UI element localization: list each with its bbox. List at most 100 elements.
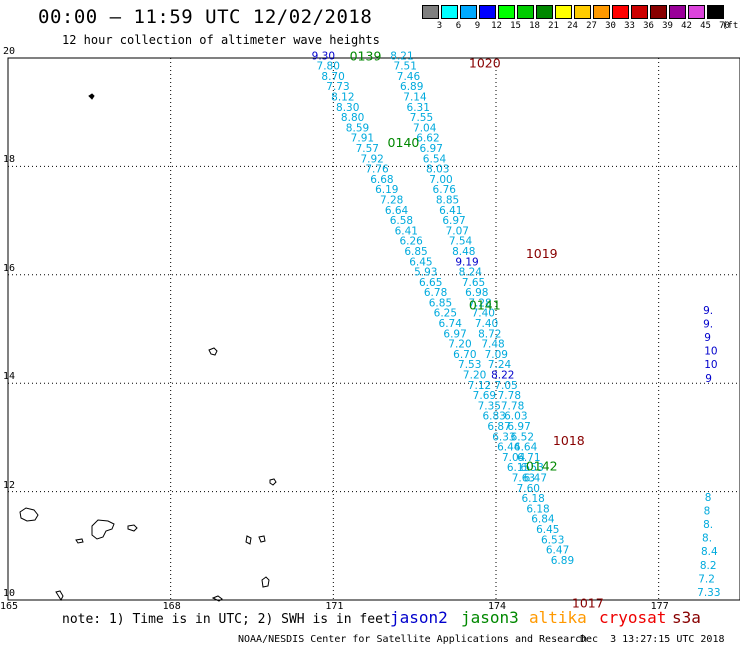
wave-height-value: 6.52	[511, 431, 534, 443]
wave-height-value: 6.18	[526, 503, 549, 515]
island	[75, 538, 84, 544]
legend-label: 70	[719, 21, 730, 31]
legend-label: 27	[586, 21, 597, 31]
wave-height-value: 6.64	[385, 205, 409, 217]
wave-height-value: 6.53	[520, 462, 543, 474]
pass-number-label: 0141	[469, 298, 501, 313]
wave-height-value: 5.93	[414, 267, 437, 279]
legend-swatch	[460, 5, 477, 19]
wave-height-value: 6.18	[521, 493, 544, 505]
wave-height-value: 7.92	[360, 153, 383, 165]
wave-height-value: 8	[704, 506, 711, 518]
legend-swatch	[612, 5, 629, 19]
wave-height-value: 6.31	[407, 102, 430, 114]
wave-height-value: 7.33	[697, 587, 720, 599]
wave-height-value: 7.69	[473, 390, 496, 402]
pass-labels: 0139 1020 0140 1019 0141 1018 0142 1017	[350, 48, 604, 610]
wave-height-value: 6.62	[416, 133, 439, 145]
wave-height-value: 8.12	[331, 91, 354, 103]
wave-height-value: 8.85	[436, 194, 459, 206]
wave-height-value: 7.53	[458, 359, 481, 371]
wave-height-value: 6.74	[439, 318, 463, 330]
wave-height-value: 8.70	[321, 71, 344, 83]
legend-swatch	[441, 5, 458, 19]
wave-height-value: 7.51	[394, 61, 417, 73]
wave-height-value: 7.05	[494, 380, 517, 392]
legend-label: 9	[474, 21, 481, 31]
wave-height-value: 8.22	[491, 370, 514, 382]
wave-height-value: 7.60	[517, 483, 540, 495]
legend-swatch	[536, 5, 553, 19]
wave-height-value: 6.85	[429, 297, 452, 309]
pass-number-label: 0139	[350, 48, 382, 63]
wave-height-value: 6.70	[453, 349, 476, 361]
wave-height-value: 6.76	[433, 184, 457, 196]
wave-height-value: 7.20	[463, 370, 486, 382]
satellite-name-jason3: jason3	[461, 608, 519, 627]
wave-height-value: 6.89	[400, 81, 423, 93]
satellite-name-altika: altika	[529, 608, 587, 627]
wave-height-value: 6.41	[439, 205, 462, 217]
wave-height-value: 8	[705, 492, 712, 504]
wave-height-value: 6.25	[434, 308, 457, 320]
legend-label: 39	[662, 21, 673, 31]
wave-height-value: 7.73	[326, 81, 349, 93]
satellite-name-jason2: jason2	[390, 608, 448, 627]
wave-height-value: 6.97	[420, 143, 443, 155]
wave-height-value: 7.78	[501, 400, 524, 412]
island	[258, 535, 266, 543]
wave-height-value: 6.68	[370, 174, 393, 186]
wave-height-value: 6.26	[399, 236, 423, 248]
wave-height-value: 7.07	[446, 225, 469, 237]
legend-label: 6	[455, 21, 462, 31]
wave-height-value: 7.54	[449, 236, 473, 248]
lon-tick-label: 171	[325, 601, 344, 612]
pass-number-label: 1020	[469, 55, 501, 70]
island	[55, 590, 64, 602]
lon-tick-label: 165	[0, 601, 19, 612]
legend-label: 33	[624, 21, 635, 31]
wave-height-value: 7.80	[317, 61, 340, 73]
island	[127, 524, 138, 532]
generated-timestamp: Dec 3 13:27:15 UTC 2018	[580, 634, 725, 645]
wave-height-value: 6.78	[424, 287, 447, 299]
pass-number-label: 0142	[526, 459, 558, 474]
legend-label: 24	[567, 21, 578, 31]
legend-label: 3	[436, 21, 443, 31]
wave-height-value: 7.57	[356, 143, 379, 155]
wave-height-value: 6.97	[442, 215, 465, 227]
wave-height-value: 6.97	[443, 328, 466, 340]
lat-tick-label: 12	[3, 479, 16, 491]
lon-tick-label: 174	[488, 601, 507, 612]
wave-height-value: 10	[704, 346, 717, 358]
wave-height-value: 8.30	[336, 102, 359, 114]
legend-swatch	[631, 5, 648, 19]
wave-height-value: 6.19	[375, 184, 398, 196]
legend-swatch	[422, 5, 439, 19]
wave-height-value: 8.72	[478, 328, 501, 340]
wave-height-value: 8.24	[459, 267, 483, 279]
page-title: 00:00 – 11:59 UTC 12/02/2018	[38, 6, 373, 28]
wave-height-value: 8.21	[390, 50, 413, 62]
island	[269, 478, 277, 486]
pass-number-label: 1018	[553, 433, 585, 448]
page-subtitle: 12 hour collection of altimeter wave hei…	[62, 33, 380, 47]
wave-height-value: 8.03	[426, 164, 449, 176]
legend-label: 30	[605, 21, 616, 31]
legend-swatch	[707, 5, 724, 19]
wave-height-value: 7.09	[485, 349, 508, 361]
island-outlines	[19, 93, 277, 602]
legend-label: 45	[700, 21, 711, 31]
island	[261, 576, 270, 588]
wave-height-value: 7.04	[502, 452, 526, 464]
wave-height-value: 8.	[702, 533, 712, 545]
legend-swatch	[688, 5, 705, 19]
wave-height-value: 6.41	[395, 225, 418, 237]
lat-tick-label: 10	[3, 588, 16, 599]
island	[211, 595, 223, 602]
island	[208, 347, 218, 356]
wave-height-value: 8.48	[452, 246, 475, 258]
wave-height-value: 7.12	[468, 380, 491, 392]
legend-label: 36	[643, 21, 654, 31]
wave-height-value: 7.24	[488, 359, 512, 371]
